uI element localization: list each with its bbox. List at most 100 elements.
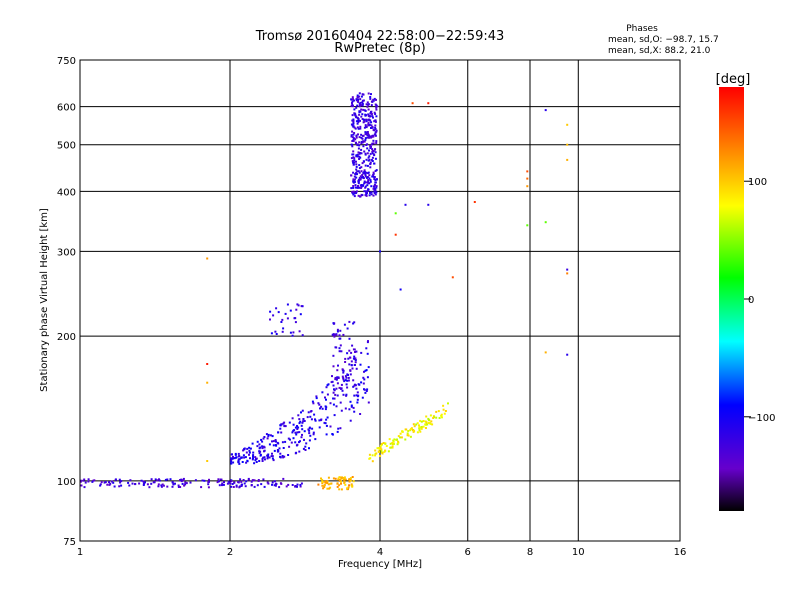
data-point <box>350 143 353 146</box>
data-point <box>366 376 369 379</box>
data-point <box>353 132 356 134</box>
data-point <box>271 440 273 443</box>
data-point <box>338 476 341 479</box>
data-point <box>442 408 445 411</box>
data-point <box>346 379 349 382</box>
data-point <box>303 438 305 441</box>
data-point <box>218 484 221 487</box>
data-point <box>364 152 367 155</box>
data-point <box>336 394 339 397</box>
data-point <box>318 419 321 422</box>
data-point <box>352 98 354 101</box>
data-point <box>415 423 418 426</box>
data-point <box>150 482 153 485</box>
y-tick-label: 600 <box>57 103 76 114</box>
data-point <box>336 328 339 331</box>
data-point <box>354 351 356 353</box>
data-point <box>308 439 311 442</box>
data-point <box>302 418 305 420</box>
data-point <box>282 477 285 480</box>
data-point <box>355 99 358 102</box>
data-point <box>349 477 352 480</box>
data-point <box>353 161 356 164</box>
data-point <box>291 431 294 434</box>
data-point <box>79 479 82 482</box>
data-point <box>353 99 356 102</box>
data-point <box>384 449 386 452</box>
data-point <box>372 172 375 175</box>
data-point <box>281 318 284 321</box>
data-point <box>308 427 311 430</box>
data-point <box>260 438 263 441</box>
data-point <box>314 419 317 422</box>
data-point <box>392 443 395 445</box>
data-point <box>321 484 324 487</box>
data-point <box>363 150 366 153</box>
data-point <box>251 458 254 461</box>
data-point <box>354 173 357 175</box>
data-point <box>258 443 261 446</box>
data-point <box>379 444 382 447</box>
data-point <box>258 460 261 462</box>
data-point <box>367 366 370 369</box>
data-point <box>291 484 294 486</box>
data-point <box>256 440 259 443</box>
data-point <box>355 192 358 194</box>
data-point <box>526 224 529 227</box>
data-point <box>272 459 275 462</box>
data-point <box>369 112 372 115</box>
data-point <box>438 417 441 419</box>
data-point <box>301 428 304 431</box>
data-point <box>371 150 374 152</box>
data-point <box>362 140 365 143</box>
data-point <box>443 412 446 415</box>
data-point <box>356 170 359 173</box>
data-point <box>353 410 356 413</box>
data-point <box>267 435 270 438</box>
data-point <box>371 175 374 178</box>
data-point <box>352 357 355 360</box>
data-point <box>340 482 342 485</box>
data-point <box>365 118 368 121</box>
data-point <box>321 480 324 483</box>
data-point <box>354 127 357 130</box>
data-point <box>355 106 358 109</box>
data-point <box>526 170 529 173</box>
data-point <box>388 438 391 441</box>
data-point <box>146 483 149 486</box>
data-point <box>373 178 376 180</box>
data-point <box>371 126 374 128</box>
data-point <box>348 480 351 483</box>
data-point <box>270 455 273 458</box>
data-point <box>360 381 363 384</box>
data-point <box>337 427 340 430</box>
data-point <box>350 98 353 101</box>
data-point <box>357 383 360 386</box>
data-point <box>349 369 352 372</box>
data-point <box>418 424 420 427</box>
data-point <box>271 455 274 458</box>
data-point <box>221 484 223 487</box>
data-point <box>356 116 359 119</box>
data-point <box>372 142 375 145</box>
data-point <box>411 429 414 432</box>
data-point <box>375 129 378 132</box>
colorbar-tick-label: 0 <box>748 295 754 306</box>
x-tick-label: 6 <box>465 547 471 558</box>
data-point <box>358 113 361 116</box>
data-point <box>409 428 412 431</box>
data-point <box>353 192 356 195</box>
data-point <box>361 118 364 120</box>
data-point <box>271 457 274 460</box>
data-point <box>324 481 327 484</box>
data-point <box>92 479 95 482</box>
data-point <box>292 429 295 432</box>
data-point <box>379 446 382 449</box>
data-point <box>355 387 358 390</box>
data-point <box>360 95 363 98</box>
data-point <box>347 379 350 382</box>
data-point <box>233 481 236 484</box>
data-point <box>185 482 188 485</box>
data-point <box>275 444 278 447</box>
data-point <box>140 479 143 482</box>
